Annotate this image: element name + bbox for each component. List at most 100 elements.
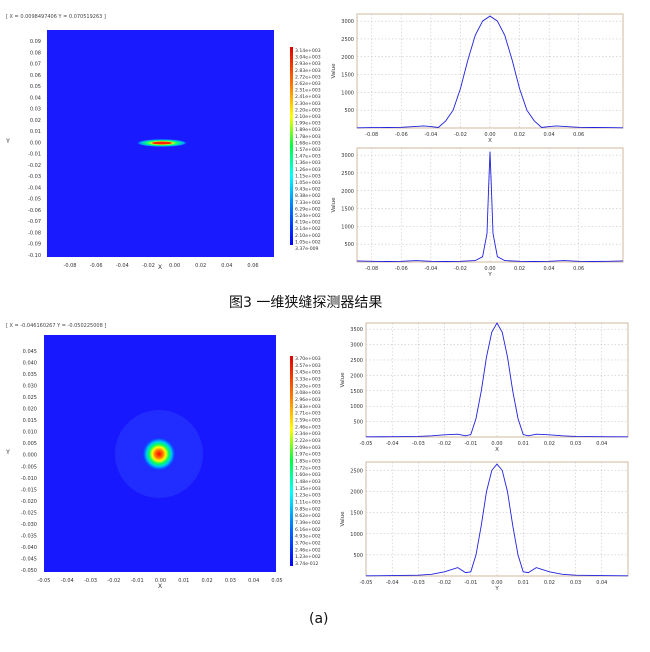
x-tick-label: 0.00 — [491, 580, 502, 586]
heatmap-y-label: Y — [5, 138, 10, 145]
colorbar-tick-label: 1.85e+003 — [295, 459, 321, 465]
x-tick-label: -0.06 — [395, 132, 408, 138]
y-axis-label: Value — [340, 372, 346, 388]
x-tick-label: -0.03 — [412, 441, 425, 447]
x-tick-label: -0.05 — [360, 441, 373, 447]
y-tick-label: 3000 — [341, 153, 354, 159]
x-axis-label: X — [488, 138, 492, 144]
colorbar-tick-label: 3.37e-009 — [295, 246, 319, 252]
y-tick-label: 2500 — [341, 37, 354, 43]
colorbar-tick-label: 2.20e+003 — [295, 107, 321, 113]
y-tick-label: 0.06 — [30, 73, 41, 79]
x-tick-label: -0.03 — [412, 580, 425, 586]
x-tick-label: 0.00 — [484, 266, 495, 272]
profile-plot-y: 2500 2000 1500 1000 500 -0.05 -0.04 -0.03 -0.02 -… — [340, 461, 629, 592]
x-tick-label: -0.04 — [424, 266, 437, 272]
colorbar-tick-label: 2.71e+003 — [295, 411, 321, 417]
colorbar-tick-label: 3.70e+003 — [295, 356, 321, 362]
y-tick-label: -0.025 — [21, 510, 37, 516]
colorbar-tick-label: 1.15e+003 — [295, 173, 321, 179]
y-tick-label: 0.035 — [23, 372, 37, 378]
colorbar-labels: 3.14e+0033.04e+0032.93e+0032.83e+0032.72… — [295, 48, 321, 252]
y-tick-label: 1500 — [341, 73, 354, 79]
x-tick-label: 0.06 — [573, 266, 584, 272]
x-tick-label: 0.02 — [544, 580, 555, 586]
profile-plot-y: 3000 2500 2000 1500 1000 500 -0.08 -0.06 -0.04 -0… — [331, 147, 624, 278]
y-tick-label: -0.030 — [21, 522, 37, 528]
y-tick-label: 2500 — [350, 468, 363, 474]
y-tick-label: 0.000 — [23, 453, 37, 459]
profile-plot-x: 3500 3000 2500 2000 1500 1000 500 -0.05 -0.04 -0.… — [340, 322, 629, 453]
y-tick-label: -0.03 — [28, 174, 41, 180]
y-tick-label: 0.01 — [30, 129, 41, 135]
y-tick-label: 1500 — [350, 511, 363, 517]
profile-plot-x: 3000 2500 2000 1500 1000 500 -0.08 -0.06 -0.04 -0… — [331, 13, 624, 144]
heatmap-y-ticks: 0.045 0.040 0.035 0.030 0.025 0.020 0.015 0.010… — [21, 349, 37, 574]
colorbar-tick-label: 2.59e+003 — [295, 418, 321, 424]
x-tick-label: 0.06 — [247, 263, 258, 269]
colorbar-tick-label: 1.35e+003 — [295, 486, 321, 492]
y-axis-label: Value — [340, 511, 346, 527]
heatmap-y-ticks: 0.09 0.08 0.07 0.06 0.05 0.04 0.03 0.02 0.01 0.00… — [28, 39, 41, 259]
y-tick-label: -0.07 — [28, 219, 41, 225]
colorbar-tick-label: 2.46e+002 — [295, 547, 321, 553]
x-tick-label: 0.03 — [570, 580, 581, 586]
y-tick-label: 0.03 — [30, 107, 41, 113]
series-line — [356, 151, 624, 262]
x-tick-label: 0.02 — [514, 132, 525, 138]
x-tick-label: 0.02 — [514, 266, 525, 272]
x-tick-label: 0.01 — [178, 578, 189, 584]
y-tick-label: 0.09 — [30, 39, 41, 45]
y-tick-label: 1000 — [350, 532, 363, 538]
colorbar-tick-label: 3.08e+003 — [295, 390, 321, 396]
colorbar-tick-label: 2.51e+003 — [295, 88, 321, 94]
colorbar-tick-label: 1.47e+003 — [295, 154, 321, 160]
colorbar-tick-label: 1.97e+003 — [295, 452, 321, 458]
figure-caption: 图3 一维狭缝探测器结果 — [229, 295, 383, 311]
figure-caption: (a) — [309, 611, 329, 627]
y-tick-label: -0.050 — [21, 568, 37, 574]
colorbar-tick-label: 2.34e+003 — [295, 431, 321, 437]
x-tick-label: 0.00 — [155, 578, 166, 584]
heatmap-slit: 0.09 0.08 0.07 0.06 0.05 0.04 0.03 0.02 0.01 0.00… — [5, 30, 321, 271]
x-tick-label: -0.02 — [142, 263, 155, 269]
x-tick-label: -0.01 — [464, 580, 477, 586]
colorbar-tick-label: 1.36e+003 — [295, 160, 321, 166]
y-tick-label: -0.10 — [28, 253, 41, 259]
y-tick-label: 2500 — [341, 171, 354, 177]
y-tick-label: 0.025 — [23, 395, 37, 401]
x-tick-label: 0.00 — [491, 441, 502, 447]
heatmap-x-ticks: -0.08 -0.06 -0.04 -0.02 0.00 0.02 0.04 0.06 — [64, 263, 259, 269]
colorbar-tick-label: 2.46e+003 — [295, 424, 321, 430]
colorbar-tick-label: 3.74e-012 — [295, 561, 319, 567]
colorbar-tick-label: 1.99e+003 — [295, 121, 321, 127]
heatmap-x-ticks: -0.05 -0.04 -0.03 -0.02 -0.01 0.00 0.01 0.02 0.0… — [38, 578, 283, 584]
x-tick-label: -0.05 — [360, 580, 373, 586]
y-tick-label: -0.015 — [21, 487, 37, 493]
x-tick-label: 0.04 — [544, 132, 555, 138]
y-tick-label: 3000 — [350, 343, 363, 349]
x-tick-label: 0.06 — [573, 132, 584, 138]
colorbar-tick-label: 1.26e+003 — [295, 167, 321, 173]
colorbar-tick-label: 2.83e+003 — [295, 68, 321, 74]
y-tick-label: 2500 — [350, 358, 363, 364]
y-tick-label: 0.040 — [23, 361, 37, 367]
colorbar — [290, 47, 293, 245]
x-tick-label: -0.04 — [386, 441, 399, 447]
y-tick-label: 2000 — [350, 373, 363, 379]
y-tick-label: 3500 — [350, 327, 363, 333]
colorbar-tick-label: 1.78e+003 — [295, 134, 321, 140]
y-tick-label: -0.01 — [28, 152, 41, 158]
y-tick-label: 1000 — [350, 404, 363, 410]
x-tick-label: -0.01 — [464, 441, 477, 447]
colorbar-tick-label: 2.22e+003 — [295, 438, 321, 444]
colorbar-tick-label: 1.72e+003 — [295, 465, 321, 471]
x-axis-label: Y — [487, 272, 492, 278]
x-tick-label: 0.05 — [271, 578, 282, 584]
y-tick-label: -0.040 — [21, 545, 37, 551]
y-tick-label: 1000 — [341, 90, 354, 96]
colorbar-tick-label: 1.48e+003 — [295, 479, 321, 485]
heatmap-spot: 0.0450.0400.0350.0300.0250.0200.0150.010… — [5, 335, 321, 590]
colorbar-tick-label: 1.68e+003 — [295, 140, 321, 146]
y-tick-label: -0.04 — [28, 185, 41, 191]
